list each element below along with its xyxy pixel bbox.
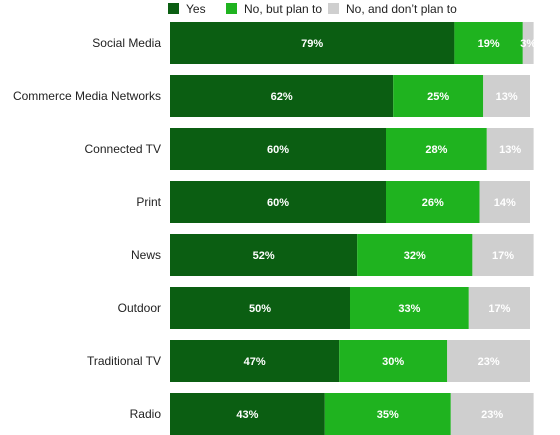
bar-print-no-and-don-t-plan-to: [479, 181, 530, 223]
category-label-news: News: [131, 248, 161, 262]
data-label-social-media-no-but-plan-to: 19%: [478, 38, 500, 50]
data-label-radio-no-but-plan-to: 35%: [377, 409, 399, 421]
bar-social-media-no-and-don-t-plan-to: [522, 22, 534, 64]
bar-commerce-media-networks-no-but-plan-to: [393, 75, 484, 117]
data-label-radio-yes: 43%: [236, 409, 258, 421]
bar-commerce-media-networks-yes: [170, 75, 394, 117]
data-label-traditional-tv-no-and-don-t-plan-to: 23%: [478, 356, 500, 368]
bar-outdoor-yes: [170, 287, 350, 329]
data-label-social-media-yes: 79%: [301, 38, 323, 50]
bar-news-no-and-don-t-plan-to: [472, 234, 534, 276]
data-label-commerce-media-networks-yes: 62%: [271, 91, 293, 103]
legend-swatch-no-and-don-t-plan-to: [328, 3, 339, 14]
data-label-connected-tv-no-but-plan-to: 28%: [425, 144, 447, 156]
bar-social-media-no-but-plan-to: [454, 22, 523, 64]
data-label-news-no-but-plan-to: 32%: [404, 250, 426, 262]
bar-connected-tv-yes: [170, 128, 386, 170]
data-label-print-no-and-don-t-plan-to: 14%: [494, 197, 516, 209]
category-label-radio: Radio: [130, 407, 162, 421]
bar-news-yes: [170, 234, 358, 276]
legend-label-no-and-don-t-plan-to: No, and don’t plan to: [346, 2, 457, 16]
category-label-print: Print: [136, 195, 161, 209]
bar-print-no-but-plan-to: [386, 181, 480, 223]
data-label-commerce-media-networks-no-but-plan-to: 25%: [427, 91, 449, 103]
bar-radio-no-and-don-t-plan-to: [450, 393, 534, 435]
bar-outdoor-no-and-don-t-plan-to: [468, 287, 530, 329]
bar-traditional-tv-no-but-plan-to: [339, 340, 448, 382]
bar-outdoor-no-but-plan-to: [350, 287, 469, 329]
bars: 79% 19% 3% 62% 25% 13% 60% 28% 13% 60% 26% 14% 52% 32…: [170, 22, 536, 435]
data-label-connected-tv-yes: 60%: [267, 144, 289, 156]
bar-news-no-but-plan-to: [357, 234, 473, 276]
data-label-print-yes: 60%: [267, 197, 289, 209]
bar-print-yes: [170, 181, 386, 223]
legend-label-no-but-plan-to: No, but plan to: [244, 2, 322, 16]
data-label-outdoor-no-but-plan-to: 33%: [398, 303, 420, 315]
data-label-connected-tv-no-and-don-t-plan-to: 13%: [499, 144, 521, 156]
bar-traditional-tv-no-and-don-t-plan-to: [447, 340, 530, 382]
data-label-commerce-media-networks-no-and-don-t-plan-to: 13%: [496, 91, 518, 103]
category-label-connected-tv: Connected TV: [85, 142, 162, 156]
data-label-print-no-but-plan-to: 26%: [422, 197, 444, 209]
data-label-traditional-tv-yes: 47%: [244, 356, 266, 368]
data-label-social-media-no-and-don-t-plan-to: 3%: [520, 38, 536, 50]
bar-social-media-yes: [170, 22, 455, 64]
category-label-outdoor: Outdoor: [118, 301, 161, 315]
legend-swatch-yes: [168, 3, 179, 14]
legend-label-yes: Yes: [186, 2, 206, 16]
category-label-traditional-tv: Traditional TV: [87, 354, 161, 368]
data-label-news-no-and-don-t-plan-to: 17%: [492, 250, 514, 262]
category-labels: Social Media Commerce Media Networks Conne…: [13, 36, 162, 421]
bar-radio-yes: [170, 393, 325, 435]
category-label-commerce-media-networks: Commerce Media Networks: [13, 89, 161, 103]
data-label-news-yes: 52%: [253, 250, 275, 262]
bar-commerce-media-networks-no-and-don-t-plan-to: [483, 75, 530, 117]
data-label-outdoor-yes: 50%: [249, 303, 271, 315]
bar-radio-no-but-plan-to: [324, 393, 451, 435]
legend-swatch-no-but-plan-to: [226, 3, 237, 14]
bar-connected-tv-no-but-plan-to: [386, 128, 487, 170]
data-label-traditional-tv-no-but-plan-to: 30%: [382, 356, 404, 368]
category-label-social-media: Social Media: [92, 36, 161, 50]
bar-traditional-tv-yes: [170, 340, 340, 382]
data-label-radio-no-and-don-t-plan-to: 23%: [481, 409, 503, 421]
bar-connected-tv-no-and-don-t-plan-to: [486, 128, 534, 170]
data-label-outdoor-no-and-don-t-plan-to: 17%: [488, 303, 510, 315]
legend: Yes No, but plan to No, and don’t plan to: [168, 2, 457, 16]
